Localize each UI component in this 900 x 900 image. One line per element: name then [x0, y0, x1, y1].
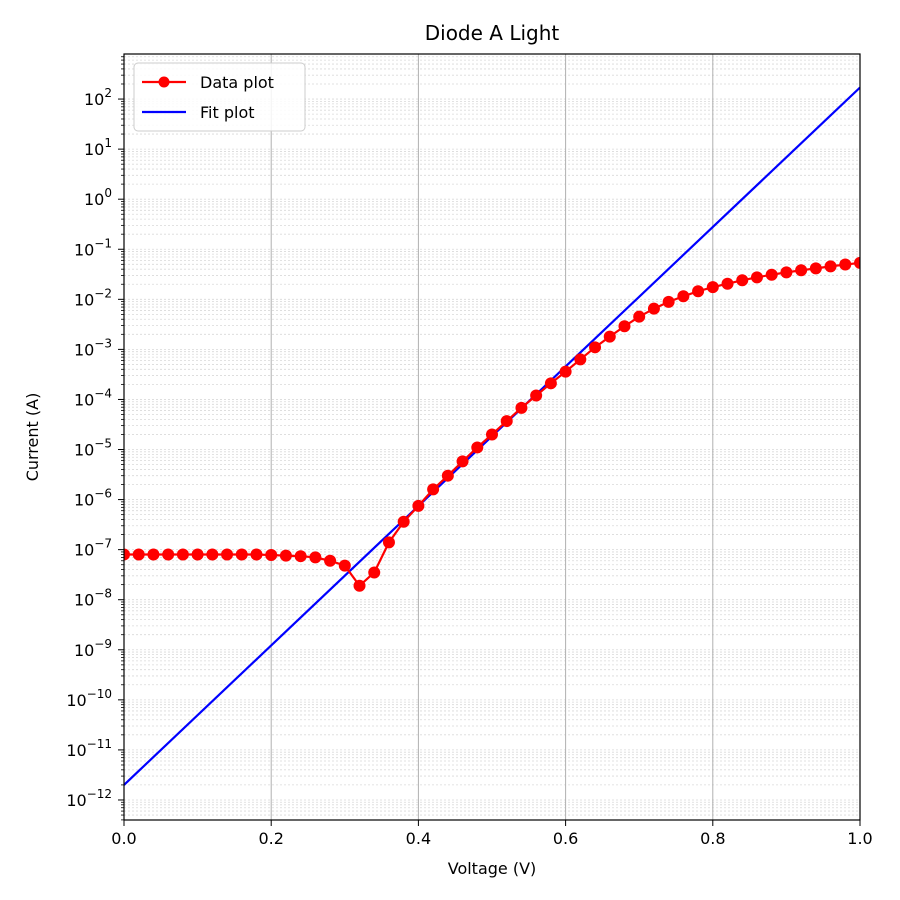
grid — [123, 54, 861, 821]
x-tick-label: 0.4 — [406, 829, 431, 848]
data-point — [677, 290, 690, 303]
legend-box — [133, 62, 306, 132]
x-tick-label: 0.2 — [258, 829, 283, 848]
data-point — [647, 302, 660, 315]
y-tick-label: 101 — [84, 136, 112, 159]
data-point — [309, 551, 322, 564]
data-point — [780, 266, 793, 279]
data-point — [368, 566, 381, 579]
data-point — [486, 428, 498, 441]
data-point — [265, 549, 278, 562]
x-tick-label: 1.0 — [847, 829, 872, 848]
y-tick-label: 10−11 — [66, 737, 112, 760]
series-layer — [124, 86, 860, 786]
data-point — [338, 559, 351, 572]
x-tick-label: 0.0 — [111, 829, 136, 848]
data-point — [191, 548, 204, 561]
y-tick-label: 10−4 — [74, 386, 112, 409]
data-point — [147, 548, 160, 561]
data-point — [235, 548, 248, 561]
data-point — [574, 353, 587, 366]
data-point — [124, 548, 130, 561]
data-point — [662, 295, 675, 308]
data-point — [162, 548, 175, 561]
data-point — [294, 550, 307, 563]
data-point — [456, 455, 469, 468]
y-tick-label: 10−7 — [74, 537, 112, 560]
y-tick-label: 10−3 — [74, 336, 112, 359]
data-point — [427, 483, 440, 496]
data-point — [412, 499, 425, 512]
data-point — [221, 548, 234, 561]
data-point — [471, 441, 484, 454]
data-point — [589, 341, 602, 354]
ticks: 0.0 0.2 0.4 0.6 0.8 1.0 10−12 10−11 10−10 10−9 10−… — [66, 56, 873, 848]
data-point — [206, 548, 219, 561]
data-point — [279, 549, 292, 562]
data-point — [736, 274, 749, 287]
data-point — [250, 548, 263, 561]
x-tick-label: 0.6 — [553, 829, 578, 848]
data-point — [765, 268, 778, 281]
y-tick-label: 10−6 — [74, 487, 112, 510]
plot-frame — [123, 53, 861, 821]
data-point — [809, 262, 822, 275]
data-point — [382, 536, 395, 549]
data-point — [706, 281, 719, 294]
y-tick-label: 10−8 — [74, 587, 112, 610]
x-tick-label: 0.8 — [700, 829, 725, 848]
data-point — [397, 515, 410, 528]
legend-data-plot-marker — [158, 76, 170, 88]
y-tick-label: 10−1 — [74, 236, 112, 259]
data-point — [544, 377, 557, 390]
data-point — [721, 277, 734, 290]
data-point — [132, 548, 145, 561]
data-plot-series — [124, 256, 860, 592]
y-tick-label: 100 — [84, 186, 112, 209]
data-point — [353, 579, 366, 592]
x-axis-label: Voltage (V) — [448, 859, 537, 878]
y-tick-label: 10−2 — [74, 286, 112, 309]
data-point — [618, 320, 631, 333]
data-point — [441, 469, 454, 482]
y-tick-label: 10−12 — [66, 787, 112, 810]
data-point — [500, 415, 513, 428]
data-point — [515, 401, 528, 414]
data-point — [854, 256, 860, 269]
data-point — [559, 365, 572, 378]
data-point — [530, 389, 543, 402]
data-point — [750, 271, 763, 284]
data-point — [692, 285, 705, 298]
legend-data-plot-label: Data plot — [200, 73, 274, 92]
y-tick-label: 10−10 — [66, 687, 112, 710]
data-point — [839, 258, 852, 271]
data-point — [633, 310, 646, 323]
data-point — [176, 548, 189, 561]
y-tick-label: 10−5 — [74, 437, 112, 460]
y-axis-label: Current (A) — [23, 393, 42, 482]
legend: Data plot Fit plot — [133, 62, 306, 132]
chart-title: Diode A Light — [425, 21, 560, 45]
data-point — [795, 264, 808, 277]
y-tick-label: 10−9 — [74, 637, 112, 660]
data-point — [603, 330, 616, 343]
legend-fit-plot-label: Fit plot — [200, 103, 255, 122]
data-point — [824, 260, 837, 273]
y-tick-label: 102 — [84, 86, 112, 109]
data-point — [324, 554, 337, 567]
